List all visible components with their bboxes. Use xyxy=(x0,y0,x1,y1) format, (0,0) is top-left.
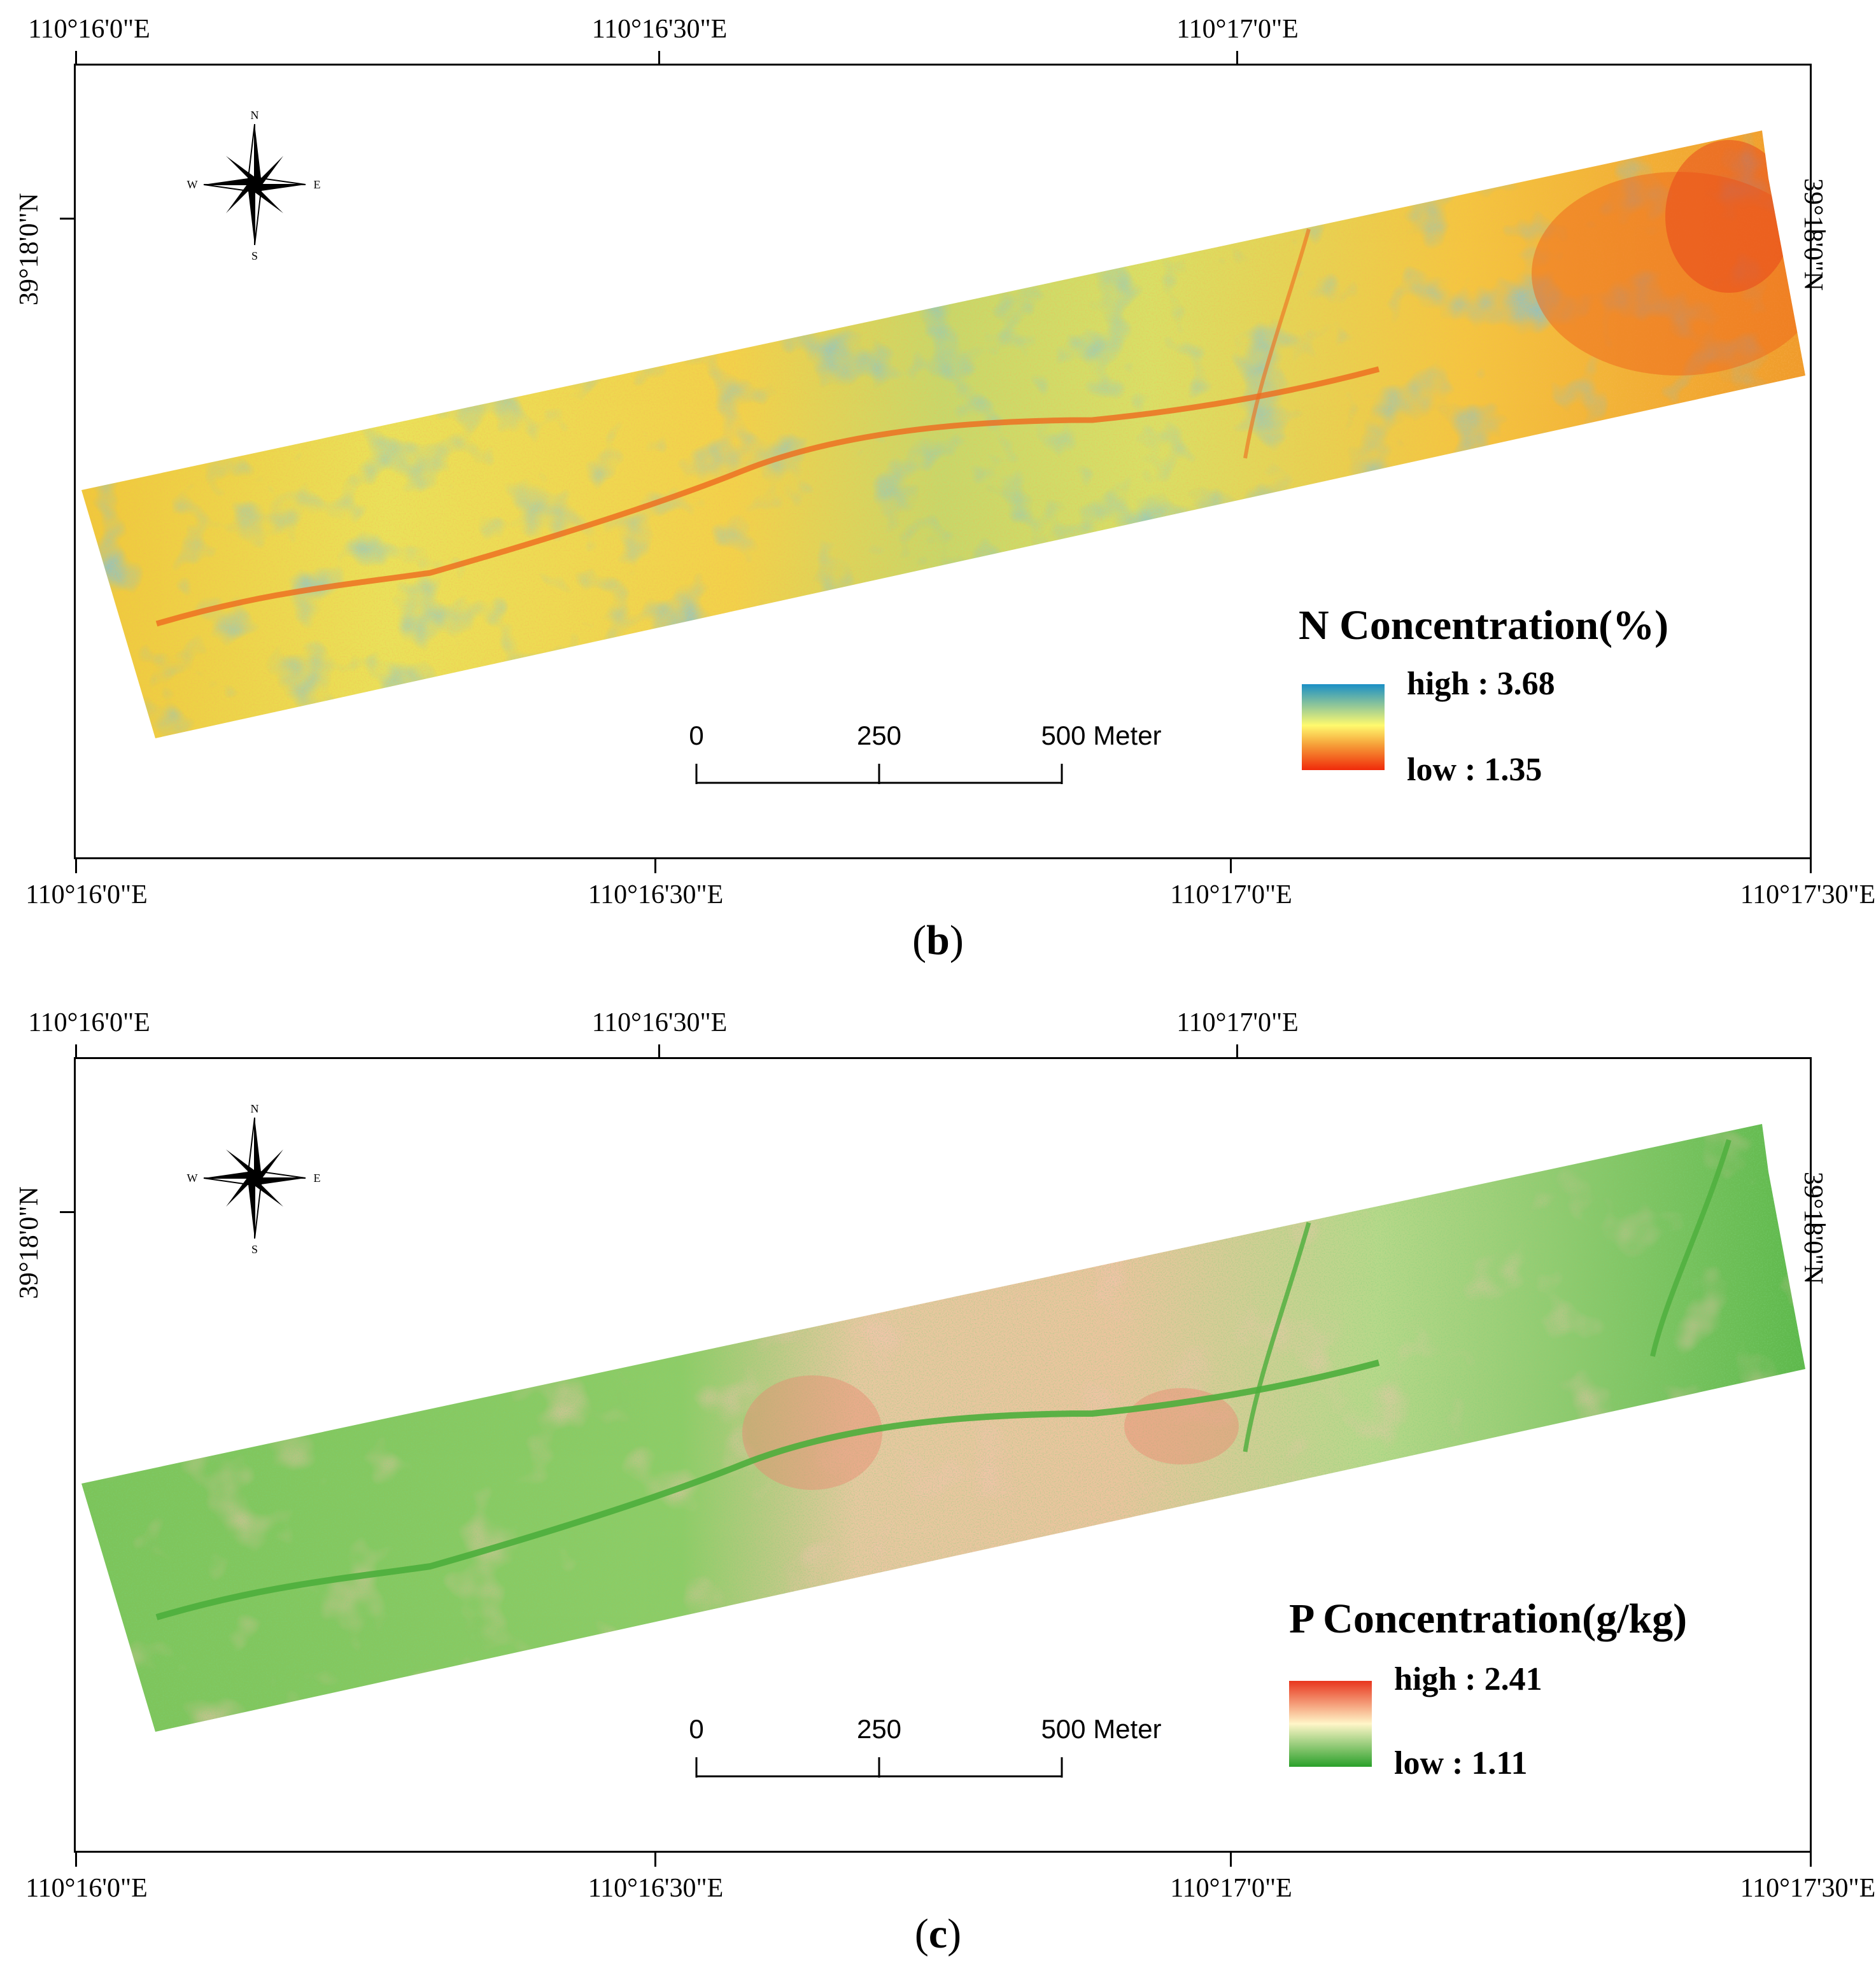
legend-title: P Concentration(g/kg) xyxy=(1289,1596,1688,1642)
bottom-longitude-label: 110°16'0"E xyxy=(25,1874,148,1903)
legend-high-label: high : 2.41 xyxy=(1394,1661,1542,1697)
scale-label-500: 500 Meter xyxy=(1041,720,1162,750)
legend-color-ramp xyxy=(1289,1681,1372,1767)
scale-label-0: 0 xyxy=(689,720,704,750)
frame-tick xyxy=(658,1044,660,1058)
compass-e: E xyxy=(314,178,321,191)
map-panel-b: 110°16'0"E 110°16'30"E 110°17'0"E 39°18'… xyxy=(15,15,1876,964)
bottom-longitude-label: 110°17'0"E xyxy=(1170,1874,1292,1903)
frame-tick xyxy=(1812,230,1826,232)
frame-tick xyxy=(654,1853,656,1867)
top-longitude-label: 110°16'0"E xyxy=(28,1008,150,1037)
frame-tick xyxy=(1236,51,1238,65)
compass-n: N xyxy=(251,1102,259,1115)
frame-tick xyxy=(1230,859,1232,873)
legend-color-ramp xyxy=(1302,684,1385,770)
north-arrow-compass-icon: N S E W xyxy=(187,109,321,261)
legend-high-label: high : 3.68 xyxy=(1407,666,1555,702)
compass-w: W xyxy=(187,1172,198,1184)
bottom-longitude-label: 110°16'30"E xyxy=(588,880,724,909)
n-concentration-raster xyxy=(81,130,1805,738)
compass-e: E xyxy=(314,1172,321,1184)
p-concentration-raster xyxy=(81,1124,1805,1732)
scale-label-250: 250 xyxy=(856,720,902,750)
scale-label-500: 500 Meter xyxy=(1041,1714,1162,1744)
frame-tick xyxy=(75,1853,77,1867)
frame-tick xyxy=(60,218,74,220)
legend-low-label: low : 1.35 xyxy=(1407,752,1542,788)
frame-tick xyxy=(75,51,77,65)
frame-tick xyxy=(75,1044,77,1058)
compass-w: W xyxy=(187,178,198,191)
frame-tick xyxy=(1230,1853,1232,1867)
legend-low-label: low : 1.11 xyxy=(1394,1745,1528,1781)
top-longitude-label: 110°16'30"E xyxy=(591,15,728,44)
scale-bar xyxy=(695,1757,1063,1778)
frame-tick xyxy=(1236,1044,1238,1058)
panel-caption: (c) xyxy=(914,1911,962,1957)
bottom-longitude-label: 110°17'0"E xyxy=(1170,880,1292,909)
north-arrow-compass-icon: N S E W xyxy=(187,1102,321,1254)
bottom-longitude-label: 110°16'30"E xyxy=(588,1874,724,1903)
scale-label-0: 0 xyxy=(689,1714,704,1744)
map-panel-c: 110°16'0"E 110°16'30"E 110°17'0"E 39°18'… xyxy=(0,994,1876,1987)
top-longitude-label: 110°17'0"E xyxy=(1176,15,1299,44)
frame-tick xyxy=(654,859,656,873)
top-longitude-label: 110°16'30"E xyxy=(591,1008,728,1037)
frame-tick xyxy=(1810,859,1812,873)
bottom-longitude-label: 110°17'30"E xyxy=(1740,880,1876,909)
compass-s: S xyxy=(251,1243,258,1254)
frame-tick xyxy=(60,1211,74,1213)
bottom-longitude-label: 110°16'0"E xyxy=(25,880,148,909)
frame-tick xyxy=(1810,1853,1812,1867)
frame-tick xyxy=(1812,1224,1826,1226)
top-longitude-label: 110°16'0"E xyxy=(28,15,150,44)
panel-caption: (b) xyxy=(912,917,964,964)
compass-s: S xyxy=(251,249,258,261)
left-latitude-label: 39°18'0"N xyxy=(15,193,44,305)
scale-label-250: 250 xyxy=(856,1714,902,1744)
top-longitude-label: 110°17'0"E xyxy=(1176,1008,1299,1037)
left-latitude-label: 39°18'0"N xyxy=(15,1186,44,1299)
legend-title: N Concentration(%) xyxy=(1299,602,1669,649)
frame-tick xyxy=(658,51,660,65)
frame-tick xyxy=(75,859,77,873)
bottom-longitude-label: 110°17'30"E xyxy=(1740,1874,1876,1903)
compass-n: N xyxy=(251,109,259,122)
scale-bar xyxy=(695,764,1063,784)
